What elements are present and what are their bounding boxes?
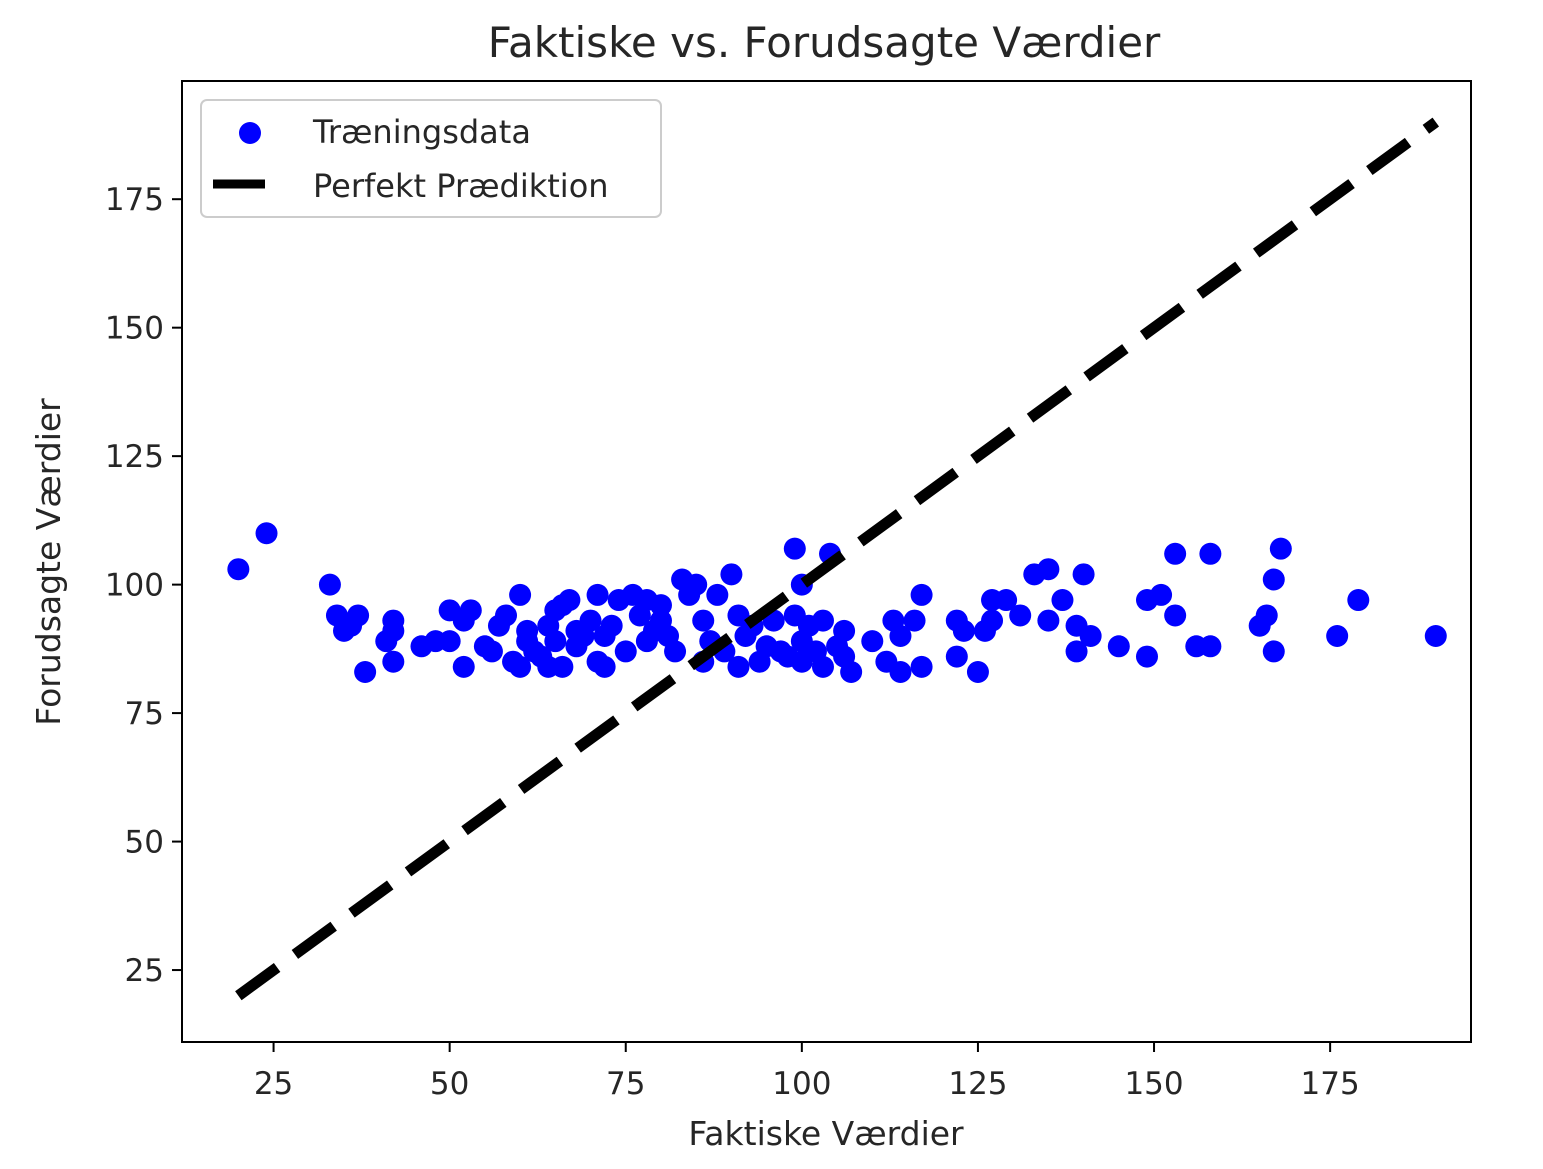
chart-title: Faktiske vs. Forudsagte Værdier <box>488 18 1161 67</box>
data-point-24 <box>509 583 532 606</box>
data-point-129 <box>1347 589 1370 612</box>
x-tick-label: 100 <box>772 1066 831 1102</box>
data-point-95 <box>910 583 933 606</box>
data-point-10 <box>382 650 405 673</box>
data-point-100 <box>966 660 989 683</box>
data-point-127 <box>1269 537 1292 560</box>
data-point-89 <box>861 630 884 653</box>
data-point-110 <box>1065 640 1088 663</box>
data-point-22 <box>495 604 518 627</box>
data-point-20 <box>480 640 503 663</box>
y-axis: 25 50 75 100 125 150 175 <box>105 182 182 989</box>
data-point-27 <box>516 619 539 642</box>
data-point-40 <box>579 609 602 632</box>
data-point-11 <box>382 619 405 642</box>
data-point-128 <box>1326 625 1349 648</box>
x-tick-label: 25 <box>254 1066 293 1102</box>
data-point-2 <box>318 573 341 596</box>
data-point-14 <box>438 630 461 653</box>
data-point-82 <box>811 609 834 632</box>
x-axis-label: Faktiske Værdier <box>688 1114 964 1153</box>
data-point-125 <box>1262 568 1285 591</box>
data-point-103 <box>981 609 1004 632</box>
x-tick-label: 50 <box>430 1066 469 1102</box>
y-tick-label: 150 <box>105 311 164 347</box>
data-point-109 <box>1051 589 1074 612</box>
data-point-118 <box>1164 604 1187 627</box>
data-point-60 <box>692 609 715 632</box>
data-point-130 <box>1424 625 1447 648</box>
data-point-94 <box>903 609 926 632</box>
data-point-87 <box>833 619 856 642</box>
perfect-prediction-line <box>235 117 1440 1001</box>
data-point-126 <box>1262 640 1285 663</box>
data-point-63 <box>706 583 729 606</box>
data-point-122 <box>1199 635 1222 658</box>
data-point-105 <box>1009 604 1032 627</box>
data-point-53 <box>649 594 672 617</box>
legend-frame <box>200 99 662 218</box>
legend-label-traeningsdata: Træningsdata <box>312 113 531 151</box>
data-point-98 <box>945 645 968 668</box>
data-point-1 <box>255 522 278 545</box>
data-point-107 <box>1037 558 1060 581</box>
data-point-119 <box>1164 542 1187 565</box>
x-tick-label: 75 <box>606 1066 645 1102</box>
data-point-47 <box>614 640 637 663</box>
data-point-0 <box>227 558 250 581</box>
data-point-104 <box>995 589 1018 612</box>
data-point-83 <box>811 655 834 678</box>
data-point-34 <box>551 655 574 678</box>
x-tick-label: 150 <box>1124 1066 1183 1102</box>
y-tick-label: 75 <box>125 696 164 732</box>
data-point-117 <box>1150 583 1173 606</box>
data-point-99 <box>952 619 975 642</box>
x-tick-label: 175 <box>1301 1066 1360 1102</box>
data-point-113 <box>1079 625 1102 648</box>
y-tick-label: 100 <box>105 568 164 604</box>
data-point-93 <box>889 625 912 648</box>
data-point-121 <box>1199 542 1222 565</box>
data-point-44 <box>593 655 616 678</box>
data-point-96 <box>910 655 933 678</box>
data-point-75 <box>783 537 806 560</box>
data-point-108 <box>1037 609 1060 632</box>
data-point-25 <box>509 655 532 678</box>
y-tick-label: 25 <box>125 953 164 989</box>
data-point-18 <box>459 599 482 622</box>
y-tick-label: 125 <box>105 439 164 475</box>
data-point-124 <box>1255 604 1278 627</box>
legend: Træningsdata Perfekt Prædiktion <box>200 99 662 218</box>
plot-frame <box>181 80 1472 1043</box>
y-axis-label: Forudsagte Værdier <box>29 398 68 726</box>
data-point-112 <box>1072 563 1095 586</box>
y-tick-label: 50 <box>125 825 164 861</box>
data-point-67 <box>727 655 750 678</box>
data-point-45 <box>600 614 623 637</box>
plot-area <box>227 117 1447 1001</box>
data-point-114 <box>1107 635 1130 658</box>
data-point-6 <box>347 604 370 627</box>
data-point-116 <box>1135 645 1158 668</box>
y-tick-label: 175 <box>105 182 164 218</box>
x-axis: 25 50 75 100 125 150 175 <box>254 1042 1360 1102</box>
data-point-88 <box>840 660 863 683</box>
data-point-7 <box>354 660 377 683</box>
data-point-56 <box>664 640 687 663</box>
data-point-41 <box>586 583 609 606</box>
data-point-32 <box>544 630 567 653</box>
legend-label-perfekt-prediktion: Perfekt Prædiktion <box>313 167 609 205</box>
legend-marker-traeningsdata <box>239 122 261 144</box>
data-point-36 <box>558 589 581 612</box>
data-point-16 <box>452 655 475 678</box>
data-point-92 <box>889 660 912 683</box>
data-point-59 <box>685 573 708 596</box>
x-tick-label: 125 <box>948 1066 1007 1102</box>
data-point-65 <box>720 563 743 586</box>
